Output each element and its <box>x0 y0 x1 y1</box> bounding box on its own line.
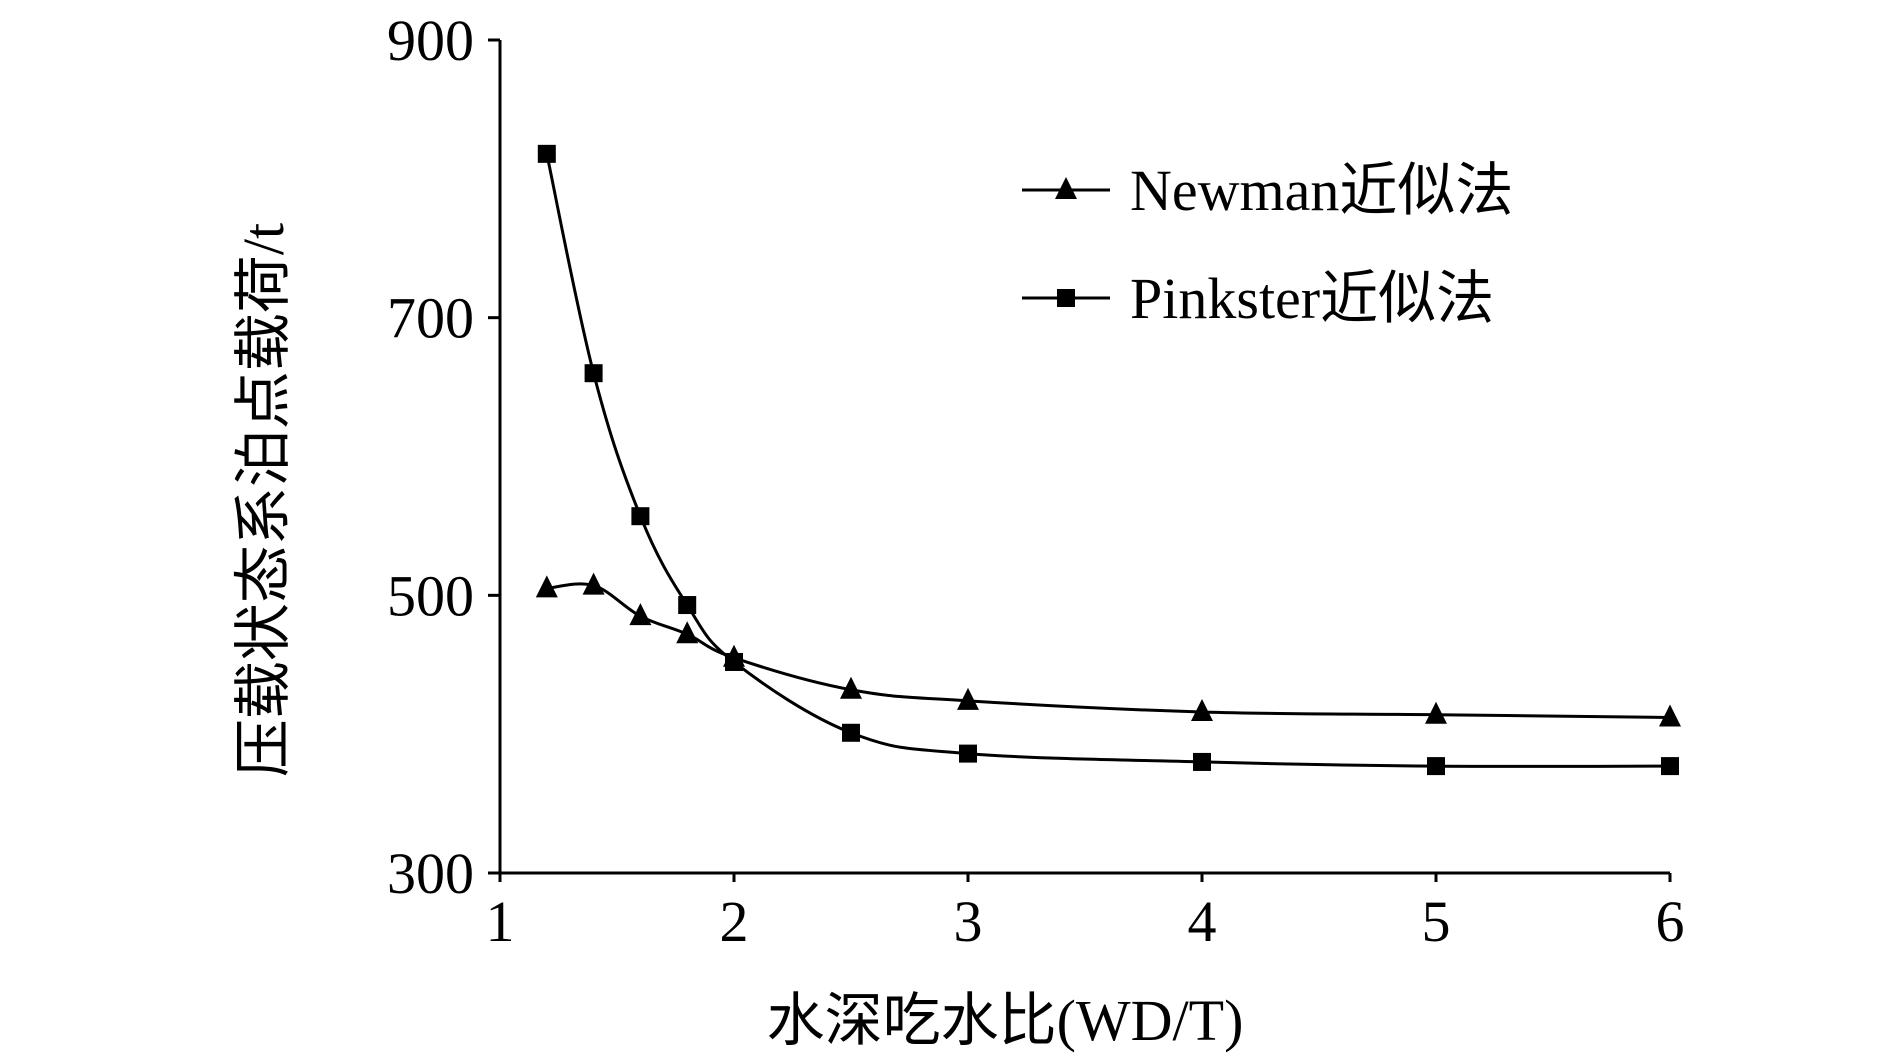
x-tick-label: 1 <box>486 889 515 954</box>
y-axis-title: 压载状态系泊点载荷/t <box>231 223 296 777</box>
x-tick-label: 2 <box>720 889 749 954</box>
series-line <box>546 582 1671 720</box>
x-tick-label: 5 <box>1422 889 1451 954</box>
data-point-square <box>1427 757 1445 776</box>
y-tick-label: 700 <box>387 286 474 351</box>
data-point-square <box>959 744 977 763</box>
data-point-square <box>537 144 556 163</box>
legend-label: Pinkster近似法 <box>1130 266 1494 331</box>
data-point-triangle <box>840 676 862 699</box>
legend-marker-triangle <box>1055 177 1077 199</box>
data-point-triangle <box>629 603 652 626</box>
legend-marker-square <box>1057 289 1075 307</box>
data-point-triangle <box>676 621 699 644</box>
y-tick-label: 500 <box>387 563 474 628</box>
data-point-triangle <box>957 687 979 710</box>
series-square <box>537 144 1679 776</box>
data-point-triangle <box>535 575 558 598</box>
data-point-triangle <box>582 572 605 595</box>
series-line <box>545 153 1671 768</box>
series-triangle <box>535 572 1681 727</box>
data-point-triangle <box>1191 698 1213 721</box>
x-axis-title: 水深吃水比(WD/T) <box>767 988 1244 1053</box>
legend-item: Pinkster近似法 <box>1022 266 1494 331</box>
data-point-square <box>584 364 603 383</box>
legend-label: Newman近似法 <box>1130 158 1513 223</box>
axes <box>498 40 1670 875</box>
x-tick-label: 6 <box>1656 889 1685 954</box>
series-layer <box>535 144 1681 776</box>
data-point-square <box>678 596 697 615</box>
legend: Newman近似法 Pinkster近似法 <box>1022 158 1513 331</box>
x-tick-label: 4 <box>1188 889 1217 954</box>
data-point-square <box>725 652 743 671</box>
ticks: 1 2 3 4 5 6 300 500 700 900 <box>387 8 1685 954</box>
x-tick-label: 3 <box>954 889 983 954</box>
y-tick-label: 300 <box>387 841 474 906</box>
data-point-triangle <box>1425 701 1447 724</box>
data-point-square <box>842 723 860 742</box>
data-point-square <box>631 507 650 526</box>
data-point-square <box>1193 752 1211 771</box>
y-tick-label: 900 <box>387 8 474 73</box>
data-point-square <box>1661 757 1679 776</box>
legend-item: Newman近似法 <box>1022 158 1513 223</box>
data-point-triangle <box>1659 704 1681 727</box>
